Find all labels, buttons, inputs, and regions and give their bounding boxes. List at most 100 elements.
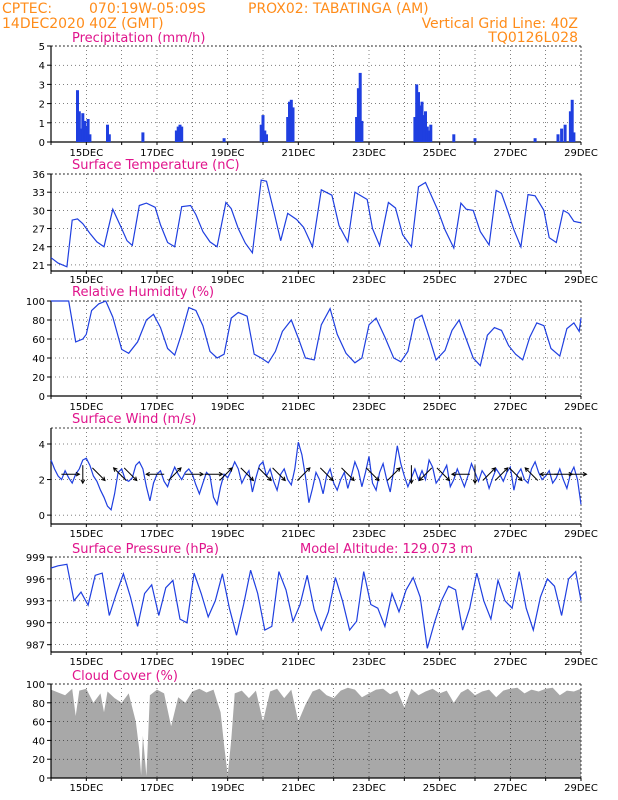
precip-bar [288, 101, 291, 142]
pres-panel: 987 990 993 996 999 15DEC 17DEC 19DEC 21DEC 23DEC… [26, 553, 598, 668]
header-model-code: TQ0126L028 [487, 30, 578, 46]
precip-bar [263, 130, 267, 142]
rh-ytick-label: 60 [32, 335, 45, 346]
precip-bar [556, 134, 560, 142]
precip-bar [570, 99, 574, 142]
pres-ytick-label: 993 [26, 597, 45, 608]
temp-ytick-label: 36 [32, 170, 45, 181]
precip-bar [107, 134, 111, 142]
wind-arrow [272, 467, 286, 482]
wind-arrow [123, 467, 138, 482]
wind-arrow [80, 465, 86, 485]
rh-xtick-label: 19DEC [211, 402, 245, 413]
precip-bar [415, 84, 419, 142]
rh-xtick-label: 21DEC [281, 402, 315, 413]
precip-xtick-label: 15DEC [69, 148, 103, 159]
pres-xtick-label: 15DEC [69, 657, 103, 668]
precip-bar [180, 126, 184, 142]
wind-xtick-label: 25DEC [423, 529, 457, 540]
wind-arrow [112, 467, 127, 481]
precip-bar [77, 111, 81, 142]
wind-arrow [185, 471, 205, 477]
temp-panel: 21 24 27 30 33 36 15DEC 17DEC 19DEC 21DEC 23DEC 25D… [32, 170, 598, 286]
temp-xtick-label: 19DEC [211, 275, 245, 286]
header-station: PROX02: TABATINGA (AM) [248, 1, 429, 17]
cloud-ytick-label: 20 [32, 755, 45, 766]
temp-title: Surface Temperature (nC) [72, 158, 240, 173]
precip-bar [106, 124, 109, 142]
pres-line [50, 563, 582, 649]
rh-ytick-label: 100 [26, 297, 45, 308]
wind-arrow [319, 467, 334, 482]
temp-ytick-label: 30 [32, 206, 45, 217]
temp-xtick-label: 29DEC [564, 275, 598, 286]
cloud-ytick-label: 40 [32, 736, 45, 747]
wind-line [50, 442, 582, 512]
cloud-ytick-label: 0 [39, 774, 45, 785]
wind-arrow [258, 467, 272, 482]
precip-bar [427, 130, 431, 142]
precip-bar [563, 124, 567, 142]
cloud-cover-area [51, 687, 581, 778]
header-coordinates: 070:19W-05:09S [89, 1, 206, 17]
precip-xtick-label: 21DEC [281, 148, 315, 159]
cloud-title: Cloud Cover (%) [72, 669, 178, 684]
wind-arrow [387, 467, 401, 481]
temp-xtick-label: 27DEC [493, 275, 527, 286]
header-date: 14DEC2020 40Z (GMT) [2, 16, 164, 32]
precip-bar [360, 120, 364, 142]
wind-xtick-label: 17DEC [140, 529, 174, 540]
precip-xtick-label: 23DEC [352, 148, 386, 159]
wind-arrow [168, 467, 182, 481]
precip-bar [79, 128, 83, 142]
precip-bar [358, 72, 362, 142]
precip-xtick-label: 25DEC [423, 148, 457, 159]
cloud-xtick-label: 29DEC [564, 783, 598, 794]
precip-bar [141, 132, 145, 142]
temp-ytick-label: 21 [32, 261, 45, 272]
pres-ytick-label: 996 [26, 575, 45, 586]
precip-bar [84, 126, 88, 142]
cloud-ytick-label: 60 [32, 718, 45, 729]
cloud-xtick-label: 19DEC [211, 783, 245, 794]
wind-ytick-label: 0 [39, 511, 45, 522]
precip-ytick-label: 0 [39, 138, 45, 149]
wind-arrow [450, 471, 470, 477]
wind-arrow [365, 467, 380, 482]
rh-ytick-label: 40 [32, 354, 45, 365]
wind-ytick-label: 4 [39, 440, 45, 451]
wind-xtick-label: 19DEC [211, 529, 245, 540]
wind-arrow [568, 471, 588, 477]
temp-xtick-label: 21DEC [281, 275, 315, 286]
rh-xtick-label: 17DEC [140, 402, 174, 413]
cloud-xtick-label: 15DEC [69, 783, 103, 794]
wind-arrow [472, 465, 478, 485]
rh-xtick-label: 27DEC [493, 402, 527, 413]
precip-bar [422, 115, 426, 142]
rh-title: Relative Humidity (%) [72, 285, 214, 300]
temp-ytick-label: 24 [32, 243, 45, 254]
cloud-xtick-label: 25DEC [423, 783, 457, 794]
temp-ytick-label: 33 [32, 188, 45, 199]
cloud-xtick-label: 21DEC [281, 783, 315, 794]
wind-ytick-label: 2 [39, 476, 45, 487]
wind-arrow [508, 467, 523, 482]
wind-xtick-label: 15DEC [69, 529, 103, 540]
precip-ytick-label: 5 [39, 42, 45, 53]
pres-ytick-label: 990 [26, 619, 45, 630]
precip-ytick-label: 3 [39, 80, 45, 91]
temp-line [50, 179, 581, 268]
precip-ytick-label: 1 [39, 119, 45, 130]
cloud-xtick-label: 17DEC [140, 783, 174, 794]
rh-xtick-label: 25DEC [423, 402, 457, 413]
cloud-panel: 0 20 40 60 80 100 15DEC 17DEC 19DEC 21DEC 23DEC 25D… [26, 680, 598, 794]
precip-xtick-label: 27DEC [493, 148, 527, 159]
wind-arrow [296, 467, 311, 481]
wind-arrow [240, 467, 255, 482]
wind-arrow [482, 467, 497, 481]
precip-panel: 0 1 2 3 4 5 15DEC 17DEC 19DEC 21DEC 23DEC 25DEC 27DE… [39, 42, 598, 159]
precip-bar [259, 124, 263, 142]
pres-xtick-label: 29DEC [564, 657, 598, 668]
pres-xtick-label: 23DEC [352, 657, 386, 668]
precip-bar [572, 132, 576, 142]
